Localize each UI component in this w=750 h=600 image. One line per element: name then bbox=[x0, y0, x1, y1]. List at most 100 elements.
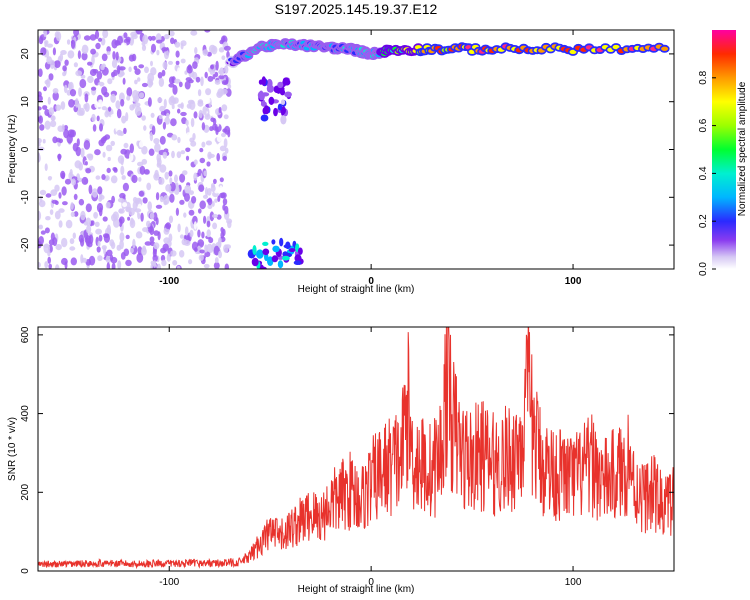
heatmap-noise-blob bbox=[80, 147, 85, 158]
heatmap-noise-blob bbox=[155, 204, 163, 209]
heatmap-noise-blob bbox=[123, 127, 127, 135]
heatmap-noise-blob bbox=[223, 244, 229, 253]
heatmap-noise-blob bbox=[175, 50, 180, 58]
heatmap-noise-blob bbox=[92, 69, 99, 74]
heatmap-noise-blob bbox=[96, 246, 101, 253]
heatmap-noise-blob bbox=[96, 115, 100, 122]
heatmap-noise-blob bbox=[155, 217, 159, 226]
heatmap-noise-blob bbox=[60, 237, 68, 248]
heatmap-noise-blob bbox=[115, 100, 121, 110]
heatmap-noise-blob bbox=[141, 82, 148, 88]
colorbar-tick-label: 0.6 bbox=[698, 118, 709, 132]
heatmap-noise-blob bbox=[156, 49, 160, 56]
heatmap-blob bbox=[282, 255, 290, 261]
heatmap-noise-blob bbox=[119, 232, 125, 242]
heatmap-blob bbox=[280, 99, 286, 105]
heatmap-noise-blob bbox=[45, 78, 51, 88]
chart-title: S197.2025.145.19.37.E12 bbox=[275, 1, 438, 17]
heatmap-noise-blob bbox=[161, 47, 169, 52]
heatmap-noise-blob bbox=[42, 138, 46, 144]
heatmap-noise-blob bbox=[221, 55, 226, 60]
heatmap-blob bbox=[279, 237, 284, 247]
heatmap-noise-blob bbox=[79, 78, 87, 89]
heatmap-line-core bbox=[569, 49, 577, 55]
heatmap-noise-blob bbox=[69, 246, 76, 251]
heatmap-noise-blob bbox=[117, 260, 122, 269]
heatmap-noise-blob bbox=[164, 171, 169, 180]
heatmap-noise-blob bbox=[84, 161, 88, 166]
heatmap-noise-blob bbox=[188, 79, 194, 84]
heatmap-noise-blob bbox=[66, 39, 71, 45]
heatmap-blob bbox=[252, 245, 257, 255]
heatmap-noise-blob bbox=[88, 255, 96, 266]
heatmap-noise-blob bbox=[189, 229, 194, 238]
heatmap-noise-blob bbox=[222, 204, 226, 211]
heatmap-blob bbox=[262, 241, 269, 246]
heatmap-noise-blob bbox=[202, 194, 209, 199]
heatmap-noise-blob bbox=[204, 30, 211, 33]
heatmap-noise-blob bbox=[110, 140, 115, 147]
heatmap-noise-blob bbox=[128, 54, 135, 62]
heatmap-noise-blob bbox=[117, 155, 125, 164]
heatmap-noise-blob bbox=[99, 123, 103, 132]
heatmap-noise-blob bbox=[178, 81, 183, 88]
colorbar-tick-label: 0.8 bbox=[698, 70, 709, 84]
heatmap-noise-blob bbox=[161, 259, 167, 267]
heatmap-noise-blob bbox=[170, 250, 177, 257]
heatmap-noise-blob bbox=[181, 238, 187, 246]
heatmap-noise-blob bbox=[128, 66, 132, 73]
heatmap-noise-blob bbox=[44, 227, 50, 234]
heatmap-noise-blob bbox=[193, 111, 198, 119]
heatmap-noise-blob bbox=[111, 59, 118, 68]
heatmap-noise-blob bbox=[216, 135, 222, 143]
heatmap-noise-blob bbox=[212, 118, 217, 126]
heatmap-noise-blob bbox=[74, 160, 82, 169]
heatmap-noise-blob bbox=[64, 178, 72, 185]
heatmap-noise-blob bbox=[137, 161, 144, 167]
heatmap-noise-blob bbox=[110, 256, 118, 264]
heatmap-noise-blob bbox=[81, 44, 89, 54]
snr-ytick-label: 0 bbox=[20, 568, 31, 574]
heatmap-noise-blob bbox=[151, 35, 156, 41]
heatmap-noise-blob bbox=[227, 84, 232, 89]
heatmap-noise-blob bbox=[197, 100, 204, 107]
heatmap-noise-blob bbox=[108, 106, 112, 112]
heatmap-noise-blob bbox=[204, 113, 211, 120]
heatmap-noise-blob bbox=[168, 215, 174, 224]
heatmap-noise-blob bbox=[70, 211, 75, 217]
heatmap-blob bbox=[261, 76, 267, 86]
heatmap-line-core bbox=[661, 46, 669, 51]
heatmap-noise-blob bbox=[78, 40, 83, 51]
heatmap-noise-blob bbox=[187, 99, 195, 105]
heatmap-noise-blob bbox=[168, 76, 175, 84]
heatmap-noise-blob bbox=[204, 251, 211, 258]
heatmap-noise-blob bbox=[56, 31, 62, 42]
heatmap-noise-blob bbox=[157, 72, 163, 79]
heatmap-noise-blob bbox=[50, 115, 56, 121]
heatmap-noise-blob bbox=[165, 222, 172, 230]
heatmap-noise-blob bbox=[151, 125, 156, 135]
heatmap-noise-blob bbox=[148, 148, 155, 156]
heatmap-noise-blob bbox=[137, 261, 142, 269]
heatmap-blob bbox=[277, 103, 283, 111]
heatmap-noise-blob bbox=[168, 30, 175, 37]
heatmap-noise-blob bbox=[42, 105, 48, 110]
heatmap-noise-blob bbox=[81, 52, 88, 61]
heatmap-noise-blob bbox=[110, 93, 116, 103]
heatmap-noise-blob bbox=[48, 107, 55, 116]
heatmap-noise-blob bbox=[132, 89, 139, 100]
heatmap-noise-blob bbox=[67, 50, 75, 59]
heatmap-noise-blob bbox=[214, 198, 218, 203]
heatmap-noise-blob bbox=[38, 115, 43, 124]
heatmap-noise-blob bbox=[136, 252, 144, 263]
heatmap-noise-blob bbox=[76, 109, 84, 116]
heatmap-marks bbox=[38, 30, 670, 269]
heatmap-noise-blob bbox=[171, 104, 175, 110]
heatmap-noise-blob bbox=[166, 253, 171, 262]
heatmap-noise-blob bbox=[86, 225, 92, 234]
heatmap-noise-blob bbox=[162, 61, 168, 69]
heatmap-noise-blob bbox=[38, 146, 45, 151]
heatmap-noise-blob bbox=[203, 170, 208, 177]
heatmap-noise-blob bbox=[112, 51, 116, 60]
heatmap-noise-blob bbox=[58, 192, 62, 199]
